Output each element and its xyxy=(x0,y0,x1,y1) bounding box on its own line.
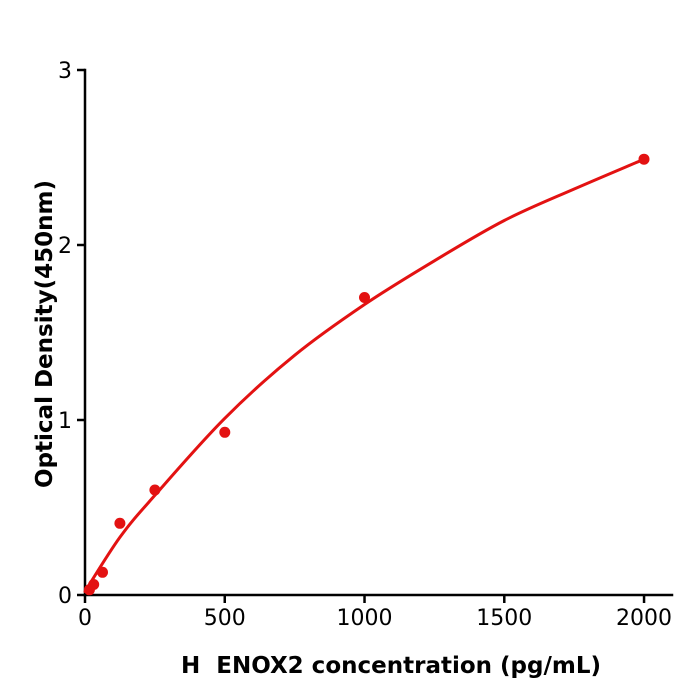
x-tick-label: 500 xyxy=(204,606,246,631)
data-point xyxy=(359,292,370,303)
data-point xyxy=(638,153,650,165)
x-tick-label: 0 xyxy=(78,606,92,631)
x-axis-label: H ENOX2 concentration (pg/mL) xyxy=(180,653,601,679)
y-tick-label: 1 xyxy=(58,409,72,434)
y-tick-label: 3 xyxy=(58,59,72,84)
data-point xyxy=(149,484,161,496)
data-point xyxy=(97,566,108,578)
x-tick-label: 1000 xyxy=(337,606,393,631)
fitted-curve xyxy=(83,157,646,593)
y-tick-label: 0 xyxy=(58,584,72,609)
y-tick-label: 2 xyxy=(58,234,72,259)
data-point xyxy=(114,517,126,529)
data-point xyxy=(88,579,100,590)
x-tick-label: 2000 xyxy=(616,606,672,631)
y-axis-label: Optical Density(450nm) xyxy=(32,180,58,488)
data-point xyxy=(219,426,231,438)
x-tick-label: 1500 xyxy=(476,606,532,631)
